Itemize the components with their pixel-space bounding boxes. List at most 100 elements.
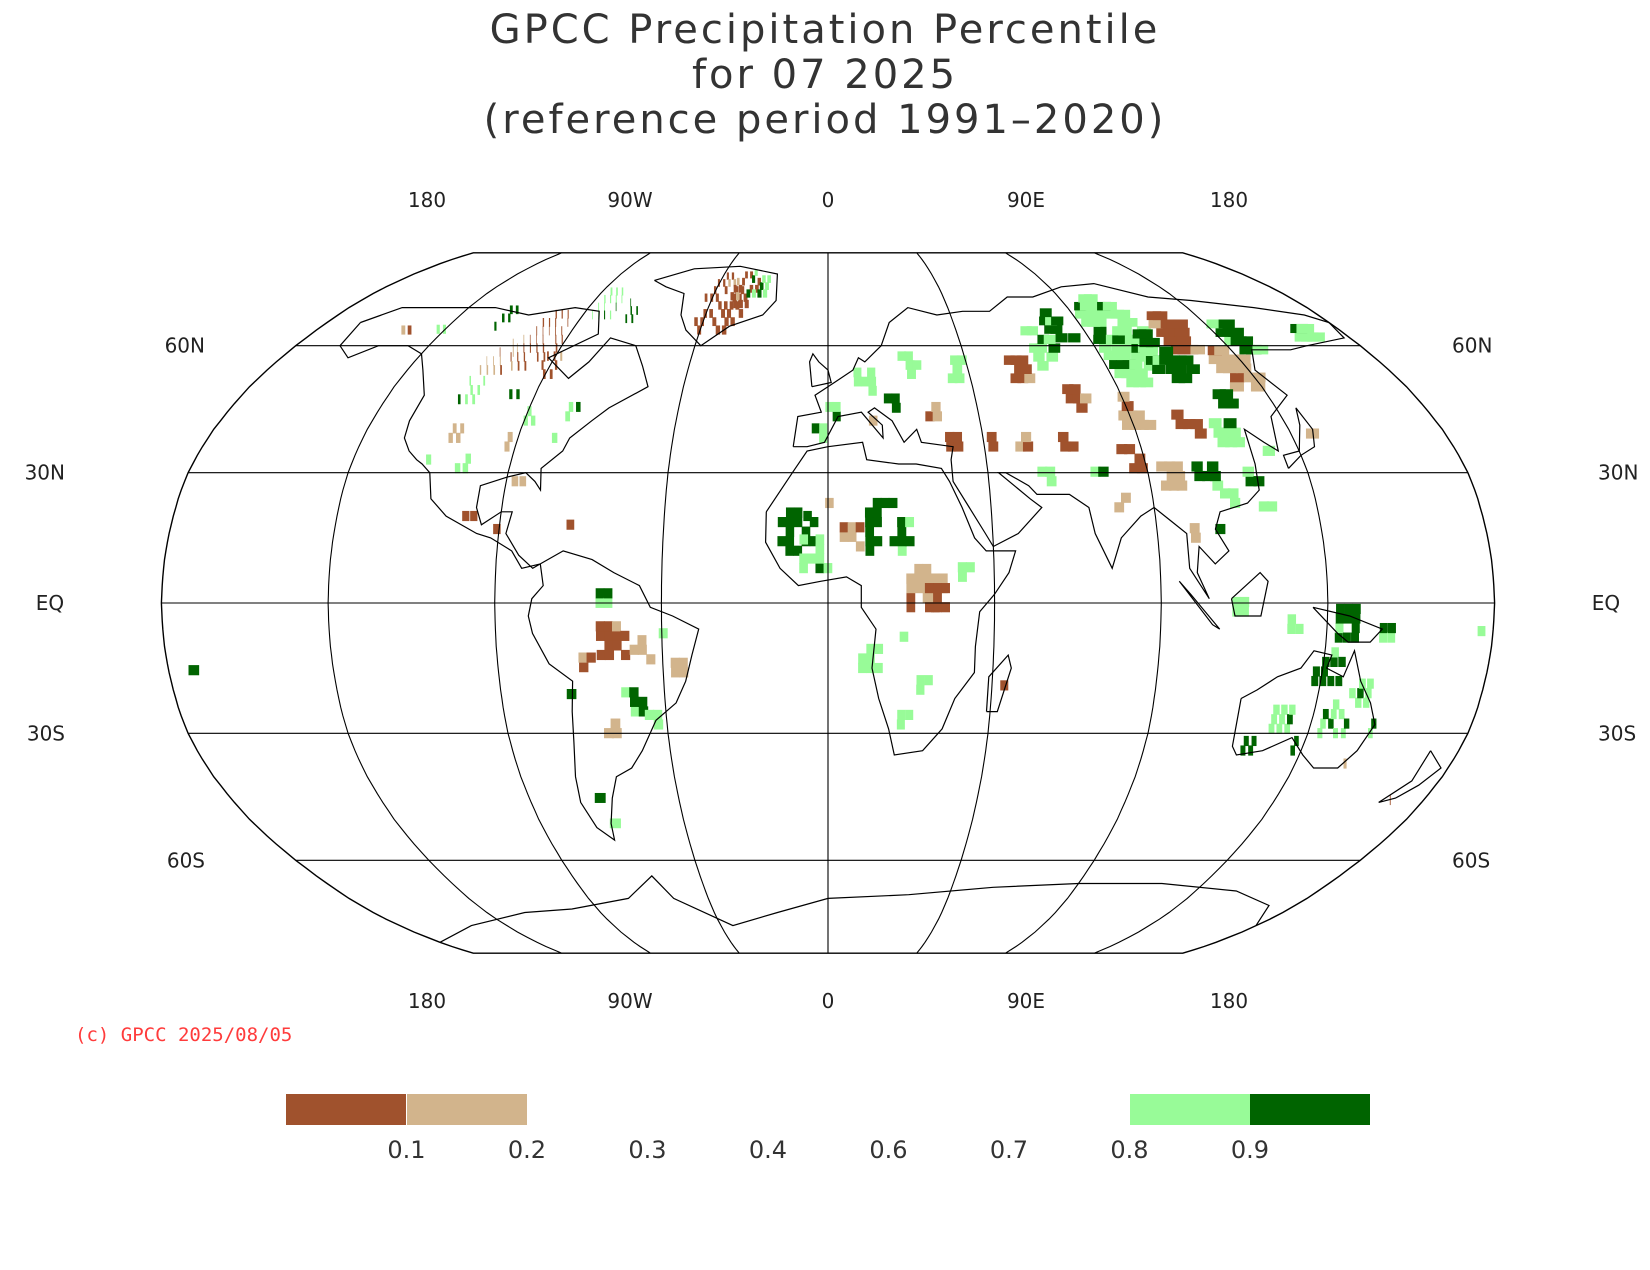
wet-cell bbox=[1206, 319, 1223, 329]
wet-cell bbox=[1093, 318, 1107, 327]
wet-cell bbox=[1296, 323, 1315, 334]
dry-cell bbox=[519, 476, 527, 487]
very-wet-cell bbox=[883, 393, 893, 404]
very-wet-cell bbox=[1223, 418, 1237, 429]
wet-cell bbox=[1262, 445, 1275, 456]
very-dry-cell bbox=[1136, 463, 1148, 474]
very-dry-cell bbox=[1163, 336, 1179, 346]
very-wet-cell bbox=[1191, 461, 1203, 472]
very-dry-cell bbox=[536, 326, 538, 336]
very-dry-cell bbox=[1389, 795, 1391, 806]
dry-cell bbox=[914, 563, 924, 575]
wet-cell bbox=[1037, 466, 1048, 477]
very-wet-cell bbox=[793, 507, 803, 518]
top-lon-label: 0 bbox=[822, 188, 835, 212]
very-dry-cell bbox=[740, 286, 745, 295]
very-dry-cell bbox=[744, 299, 749, 309]
world-map: 180 90W 0 90E 180 180 90W 0 90E 180 60N 60N 30N 30N EQ… bbox=[25, 188, 1639, 1010]
very-dry-cell bbox=[553, 351, 556, 361]
legend-tick-label: 0.6 bbox=[869, 1136, 908, 1164]
dry-cell bbox=[1114, 502, 1125, 513]
coastline bbox=[1282, 407, 1316, 469]
very-dry-cell bbox=[579, 662, 589, 673]
dry-cell bbox=[1136, 419, 1149, 430]
wet-cell bbox=[1208, 418, 1222, 429]
very-dry-cell bbox=[548, 326, 550, 336]
very-dry-cell bbox=[1176, 336, 1192, 346]
wet-cell bbox=[1268, 723, 1275, 734]
very-wet-cell bbox=[1093, 326, 1107, 336]
very-dry-cell bbox=[536, 334, 537, 344]
dry-cell bbox=[1121, 419, 1134, 430]
wet-cell bbox=[1289, 704, 1296, 715]
wet-cell bbox=[815, 543, 825, 555]
dry-cell bbox=[847, 522, 857, 533]
wet-cell bbox=[965, 562, 975, 573]
wet-cell bbox=[956, 355, 967, 365]
wet-cell bbox=[1026, 326, 1039, 336]
very-wet-cell bbox=[1243, 735, 1249, 747]
very-wet-cell bbox=[625, 314, 628, 324]
very-dry-cell bbox=[933, 583, 942, 594]
axis-labels: 180 90W 0 90E 180 180 90W 0 90E 180 60N 60N 30N 30N EQ… bbox=[25, 188, 1639, 1010]
dry-cell bbox=[523, 334, 525, 344]
wet-cell bbox=[1284, 723, 1291, 734]
very-dry-cell bbox=[555, 334, 557, 344]
wet-cell bbox=[621, 294, 623, 304]
legend-tick-label: 0.9 bbox=[1230, 1136, 1270, 1164]
very-dry-cell bbox=[596, 649, 606, 661]
very-dry-cell bbox=[1190, 419, 1203, 430]
dry-cell bbox=[512, 338, 514, 348]
dry-cell bbox=[493, 365, 496, 375]
very-wet-cell bbox=[494, 321, 497, 331]
very-dry-cell bbox=[1060, 441, 1071, 452]
wet-cell bbox=[1043, 334, 1056, 344]
dry-cell bbox=[1214, 345, 1230, 356]
wet-cell bbox=[1365, 688, 1372, 699]
dry-cell bbox=[610, 718, 621, 729]
very-dry-cell bbox=[694, 317, 698, 327]
wet-cell bbox=[819, 423, 828, 434]
very-dry-cell bbox=[1057, 431, 1069, 443]
very-dry-cell bbox=[724, 286, 728, 295]
coastline bbox=[985, 653, 1012, 713]
very-dry-cell bbox=[1230, 372, 1245, 383]
wet-cell bbox=[905, 709, 914, 720]
wet-cell bbox=[1232, 437, 1245, 448]
dry-cell bbox=[1021, 431, 1032, 443]
very-dry-cell bbox=[1065, 393, 1077, 404]
wet-cell bbox=[765, 282, 769, 290]
wet-cell bbox=[598, 302, 600, 312]
very-dry-cell bbox=[555, 326, 556, 336]
very-dry-cell bbox=[586, 652, 596, 663]
coastline bbox=[654, 265, 779, 347]
very-wet-cell bbox=[1048, 343, 1061, 353]
very-wet-cell bbox=[1330, 656, 1338, 668]
wet-cell bbox=[1128, 368, 1141, 379]
very-wet-cell bbox=[515, 305, 519, 315]
wet-cell bbox=[551, 432, 558, 443]
title-line-3: (reference period 1991–2020) bbox=[483, 97, 1167, 143]
wet-cell bbox=[924, 675, 933, 686]
dry-cell bbox=[932, 411, 943, 422]
very-wet-cell bbox=[1122, 359, 1136, 370]
very-dry-cell bbox=[738, 293, 742, 302]
very-wet-cell bbox=[1215, 523, 1226, 535]
dry-cell bbox=[452, 423, 457, 434]
very-wet-cell bbox=[1311, 675, 1319, 687]
wet-cell bbox=[1143, 361, 1158, 371]
very-wet-cell bbox=[1351, 622, 1360, 634]
wet-cell bbox=[866, 643, 875, 654]
wet-cell bbox=[1220, 427, 1234, 438]
dry-cell bbox=[1166, 470, 1178, 482]
very-dry-cell bbox=[733, 299, 738, 309]
very-wet-cell bbox=[629, 687, 639, 698]
very-wet-cell bbox=[865, 517, 874, 528]
coastline bbox=[527, 550, 700, 842]
wet-cell bbox=[896, 719, 905, 730]
very-dry-cell bbox=[567, 309, 569, 319]
very-wet-cell bbox=[595, 588, 605, 599]
dry-cell bbox=[855, 541, 865, 552]
very-wet-cell bbox=[897, 536, 907, 547]
bottom-lon-label: 90E bbox=[1007, 989, 1045, 1010]
